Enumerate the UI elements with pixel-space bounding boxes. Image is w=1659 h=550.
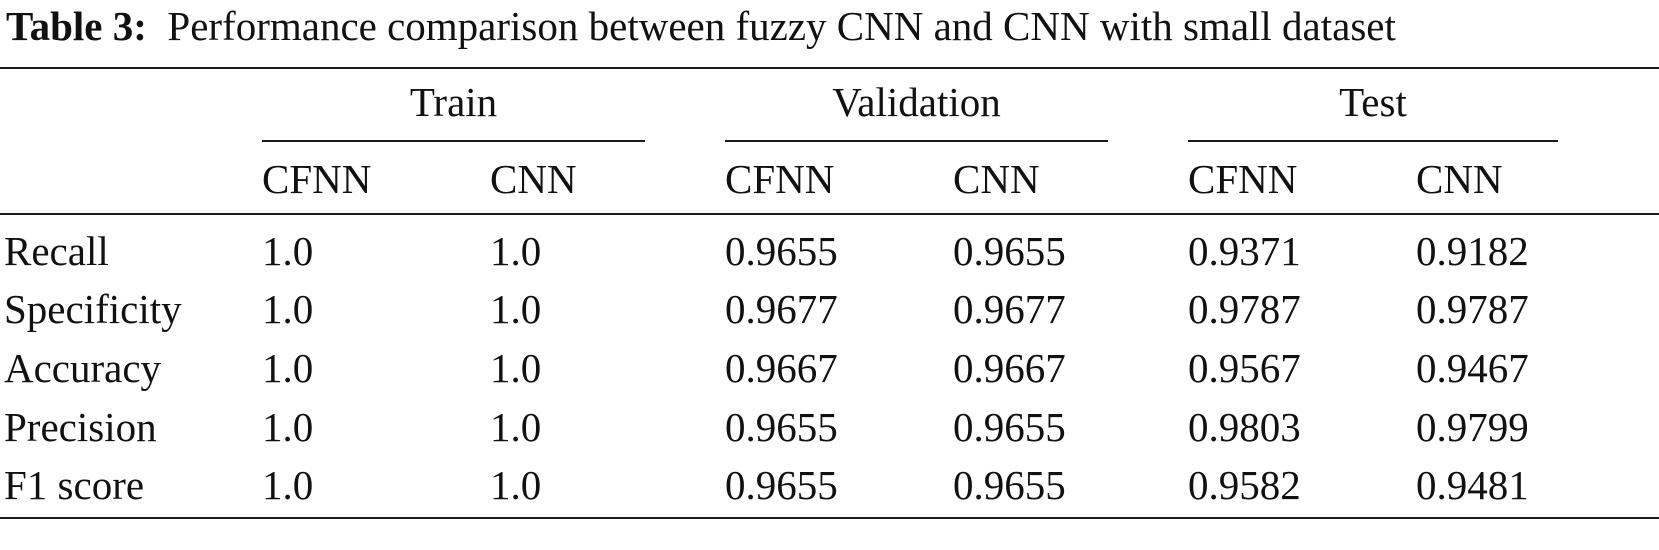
table-top-rule — [0, 67, 1659, 69]
subheader-validation-cnn: CNN — [953, 156, 1040, 202]
subheader-train-cnn: CNN — [490, 156, 577, 202]
table-cell: 1.0 — [490, 228, 542, 274]
group-rule-train — [262, 140, 645, 142]
table-cell: 0.9803 — [1188, 404, 1301, 450]
table-cell: 0.9655 — [725, 404, 838, 450]
table-cell: 0.9667 — [725, 345, 838, 391]
table-caption-label: Table 3: — [6, 3, 147, 49]
subheader-train-cfnn: CFNN — [262, 156, 372, 202]
table-header-rule — [0, 213, 1659, 215]
row-label-precision: Precision — [4, 404, 157, 450]
subheader-test-cnn: CNN — [1416, 156, 1503, 202]
table-cell: 1.0 — [490, 286, 542, 332]
table-cell: 1.0 — [490, 462, 542, 508]
table-cell: 0.9787 — [1416, 286, 1529, 332]
table-cell: 1.0 — [490, 404, 542, 450]
subheader-validation-cfnn: CFNN — [725, 156, 835, 202]
table-cell: 0.9655 — [953, 228, 1066, 274]
table-cell: 0.9667 — [953, 345, 1066, 391]
row-label-f1-score: F1 score — [4, 462, 145, 508]
group-header-validation: Validation — [832, 79, 1001, 125]
table-cell: 0.9655 — [725, 228, 838, 274]
group-header-train: Train — [409, 79, 498, 125]
table-cell: 0.9182 — [1416, 228, 1529, 274]
table-cell: 0.9655 — [953, 404, 1066, 450]
table-cell: 0.9655 — [953, 462, 1066, 508]
table-cell: 0.9467 — [1416, 345, 1529, 391]
group-rule-validation — [725, 140, 1108, 142]
table-caption-text: Performance comparison between fuzzy CNN… — [167, 3, 1396, 49]
table-cell: 0.9371 — [1188, 228, 1301, 274]
subheader-test-cfnn: CFNN — [1188, 156, 1298, 202]
table-cell: 1.0 — [262, 228, 314, 274]
table-cell: 1.0 — [262, 462, 314, 508]
table-cell: 0.9481 — [1416, 462, 1529, 508]
table-caption: Table 3: Performance comparison between … — [6, 2, 1396, 50]
table-cell: 0.9567 — [1188, 345, 1301, 391]
table-cell: 1.0 — [262, 404, 314, 450]
group-header-test: Test — [1339, 79, 1407, 125]
table-cell: 0.9677 — [953, 286, 1066, 332]
table-cell: 1.0 — [262, 345, 314, 391]
table-cell: 0.9787 — [1188, 286, 1301, 332]
table-cell: 0.9677 — [725, 286, 838, 332]
table-cell: 1.0 — [262, 286, 314, 332]
row-label-accuracy: Accuracy — [4, 345, 162, 391]
row-label-recall: Recall — [4, 228, 109, 274]
row-label-specificity: Specificity — [4, 286, 182, 332]
group-rule-test — [1188, 140, 1558, 142]
table-bottom-rule — [0, 517, 1659, 519]
table-cell: 1.0 — [490, 345, 542, 391]
table-cell: 0.9799 — [1416, 404, 1529, 450]
table-cell: 0.9655 — [725, 462, 838, 508]
table-cell: 0.9582 — [1188, 462, 1301, 508]
